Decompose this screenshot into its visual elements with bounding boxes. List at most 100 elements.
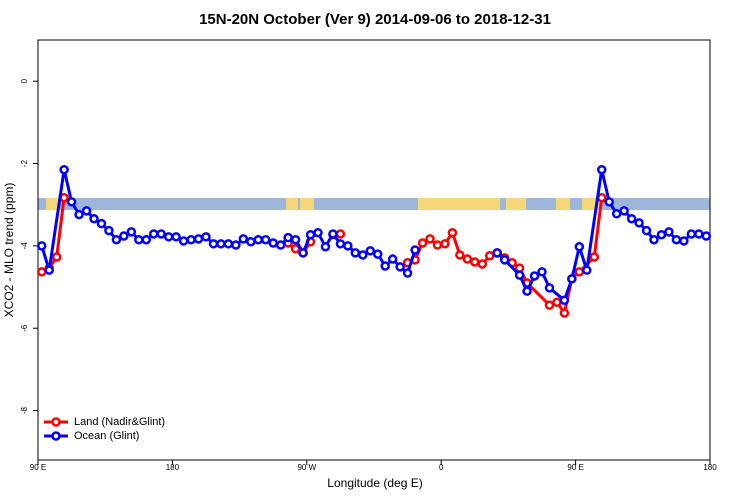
- chart-title: 15N-20N October (Ver 9) 2014-09-06 to 20…: [199, 11, 551, 28]
- y-axis-label: XCO2 - MLO trend (ppm): [2, 183, 16, 318]
- y-tick-label: 0: [20, 78, 29, 83]
- data-point: [126, 227, 137, 237]
- data-point: [81, 206, 92, 216]
- data-point: [134, 234, 144, 245]
- y-tick-label: -8: [20, 406, 29, 414]
- data-point: [544, 300, 555, 310]
- x-tick-label: 90 E: [30, 463, 46, 472]
- land-patch: [506, 198, 526, 210]
- data-point: [163, 232, 174, 242]
- data-point: [313, 227, 323, 238]
- data-point: [148, 229, 159, 239]
- legend-label: Land (Nadir&Glint): [74, 416, 165, 428]
- land-patch: [46, 198, 60, 210]
- data-point: [260, 234, 271, 245]
- data-point: [664, 227, 674, 237]
- data-point: [671, 234, 682, 245]
- data-point: [611, 209, 622, 219]
- data-point: [305, 230, 316, 240]
- data-point: [358, 250, 368, 260]
- plot-frame: [37, 39, 711, 461]
- x-tick-label: 90 E: [567, 463, 583, 472]
- x-tick-label: 180: [166, 463, 180, 472]
- land-patch: [286, 198, 298, 210]
- legend-marker: [51, 417, 61, 427]
- data-point: [395, 262, 405, 272]
- data-point: [484, 251, 495, 261]
- data-point: [604, 197, 614, 207]
- data-point: [246, 237, 256, 247]
- data-point: [387, 254, 398, 264]
- data-point: [656, 230, 667, 240]
- data-point: [66, 197, 77, 207]
- data-point: [425, 234, 435, 244]
- data-point: [499, 255, 510, 265]
- data-point: [619, 206, 629, 216]
- data-point: [522, 286, 532, 296]
- data-point: [447, 227, 458, 238]
- land-patch: [556, 198, 570, 210]
- data-point: [238, 234, 249, 244]
- data-point: [216, 239, 226, 249]
- data-point: [477, 259, 488, 269]
- data-point: [119, 231, 129, 241]
- data-point: [589, 252, 600, 262]
- data-point: [410, 245, 420, 255]
- data-point: [290, 234, 301, 245]
- ocean-band: [38, 198, 710, 210]
- data-point: [417, 238, 428, 248]
- x-axis-label: Longitude (deg E): [327, 476, 422, 490]
- data-point: [462, 254, 473, 264]
- data-point: [283, 232, 293, 243]
- data-point: [111, 234, 122, 245]
- x-tick-label: 180: [703, 463, 717, 472]
- data-point: [402, 268, 413, 278]
- legend-marker: [51, 431, 61, 441]
- data-point: [626, 213, 637, 224]
- data-point: [372, 249, 383, 259]
- data-point: [492, 248, 502, 258]
- data-point: [649, 234, 659, 245]
- data-point: [74, 209, 84, 220]
- y-tick-label: -6: [20, 324, 29, 332]
- x-tick-label: 0: [439, 463, 444, 472]
- data-point: [559, 308, 570, 318]
- land-patch: [300, 198, 314, 210]
- data-point: [156, 229, 166, 239]
- data-point: [686, 229, 697, 239]
- data-point: [470, 257, 480, 267]
- data-point: [641, 225, 652, 236]
- data-point: [567, 274, 577, 284]
- data-point: [514, 270, 525, 280]
- data-point: [141, 234, 152, 245]
- data-point: [552, 297, 562, 308]
- data-point: [343, 241, 353, 251]
- data-point: [36, 241, 47, 251]
- x-tick-label: 90 W: [297, 463, 316, 472]
- data-point: [201, 232, 211, 242]
- data-point: [104, 225, 114, 236]
- y-tick-label: -2: [20, 159, 29, 167]
- legend-label: Ocean (Glint): [74, 430, 139, 442]
- data-point: [223, 239, 234, 249]
- data-point: [268, 238, 278, 248]
- data-point: [596, 164, 607, 175]
- data-point: [328, 229, 338, 239]
- data-point: [380, 261, 390, 271]
- data-point: [171, 232, 181, 242]
- series-line: [41, 197, 604, 317]
- data-point: [335, 229, 346, 239]
- data-point: [582, 265, 592, 275]
- y-tick-label: -4: [20, 242, 29, 250]
- land-ocean-band: [38, 198, 710, 210]
- data-point: [96, 218, 107, 229]
- data-point: [298, 248, 308, 258]
- data-point: [529, 271, 540, 281]
- data-point: [193, 234, 204, 244]
- series-line: [40, 169, 707, 303]
- data-point: [253, 234, 264, 245]
- data-point: [537, 267, 547, 277]
- data-point: [455, 250, 465, 260]
- data-point: [89, 213, 99, 224]
- data-point: [701, 231, 712, 241]
